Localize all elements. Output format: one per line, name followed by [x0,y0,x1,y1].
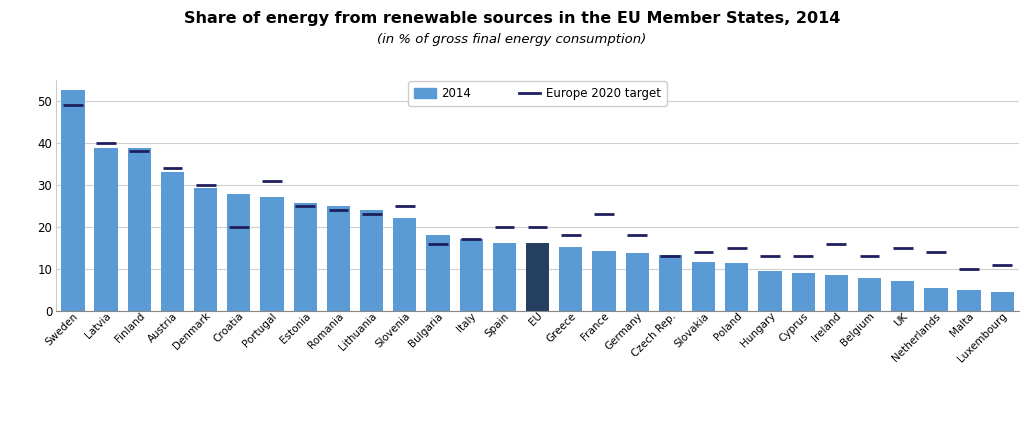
Bar [824,275,848,311]
Bar [327,206,350,311]
Bar [393,218,417,311]
Bar [128,148,151,311]
Bar [460,239,483,311]
Bar [957,290,981,311]
Bar [658,254,682,311]
Bar [195,188,217,311]
Bar [526,243,549,311]
Bar [692,262,715,311]
Bar [891,281,914,311]
Bar [493,243,516,311]
Legend: 2014, Europe 2020 target: 2014, Europe 2020 target [409,81,667,106]
Text: Share of energy from renewable sources in the EU Member States, 2014: Share of energy from renewable sources i… [184,11,840,26]
Bar [559,246,583,311]
Bar [759,271,781,311]
Bar [227,194,251,311]
Bar [626,253,649,311]
Bar [61,90,85,311]
Bar [990,292,1014,311]
Bar [94,148,118,311]
Bar [360,210,383,311]
Bar [925,288,947,311]
Bar [294,203,316,311]
Bar [161,172,184,311]
Bar [792,273,815,311]
Text: (in % of gross final energy consumption): (in % of gross final energy consumption) [378,33,646,46]
Bar [260,198,284,311]
Bar [725,263,749,311]
Bar [858,278,881,311]
Bar [592,251,615,311]
Bar [426,235,450,311]
